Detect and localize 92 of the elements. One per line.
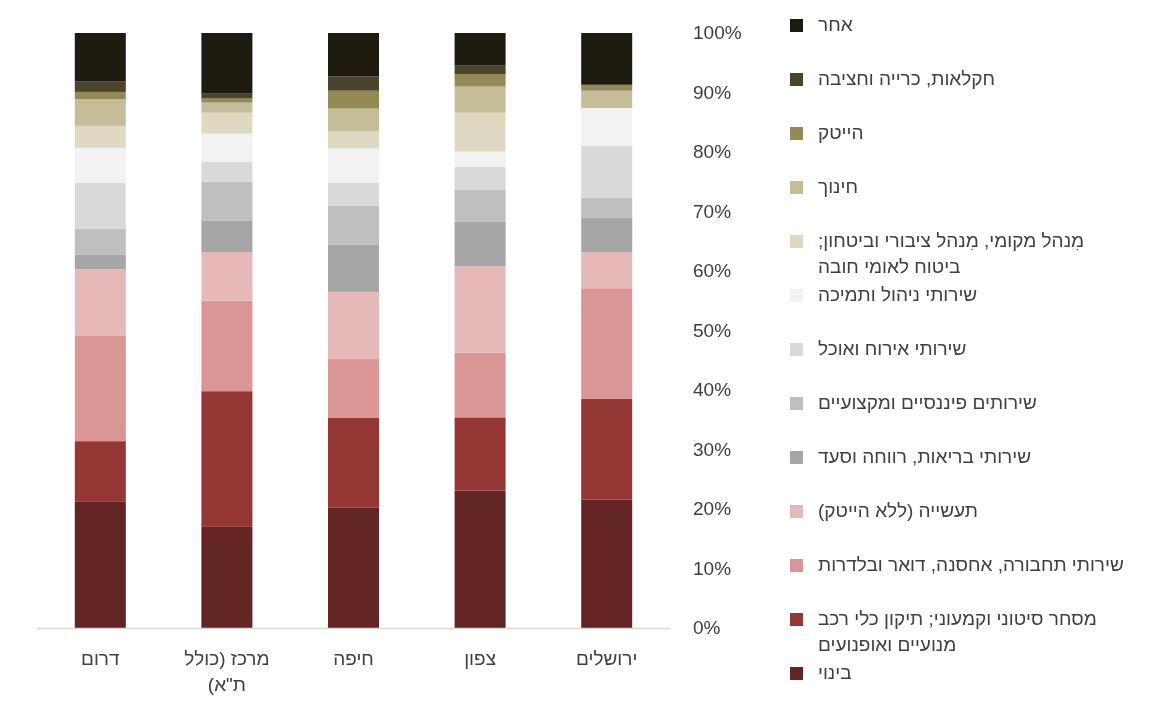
y-tick-label: 50% xyxy=(693,318,733,343)
legend-label: בינוי xyxy=(818,661,853,685)
bar xyxy=(328,148,379,183)
bar xyxy=(581,90,633,108)
bar xyxy=(74,335,126,442)
bar xyxy=(581,33,633,85)
bar xyxy=(581,288,633,399)
bar xyxy=(74,228,126,255)
bar xyxy=(201,112,253,134)
bar xyxy=(328,90,379,109)
legend-label: מסחר סיטוני וקמעוני; תיקון כלי רכב מנועיים ואופנועים xyxy=(818,607,1098,657)
y-tick-label: 0% xyxy=(693,616,722,640)
bar xyxy=(201,300,253,392)
bar xyxy=(328,291,379,360)
bar xyxy=(581,217,633,252)
bar xyxy=(581,107,633,146)
bar xyxy=(328,131,379,149)
legend-label: מִנהל מקומי, מִנהל ציבורי וביטחון; ביטוח לאומי חובה xyxy=(818,229,1086,279)
bar xyxy=(454,65,506,75)
bar xyxy=(328,33,379,77)
legend-label: שירותי ניהול ותמיכה xyxy=(818,283,979,307)
legend-label: חקלאות, כרייה וחציבה xyxy=(818,67,997,91)
bar xyxy=(454,352,506,418)
bar xyxy=(581,251,633,289)
bar xyxy=(454,112,506,152)
bar xyxy=(454,166,506,190)
y-tick-label: 80% xyxy=(693,140,733,164)
bar xyxy=(454,490,506,628)
legend-label: הייטק xyxy=(818,121,865,145)
legend-label: תעשייה (ללא הייטק) xyxy=(818,499,979,523)
bar xyxy=(74,33,126,82)
bar xyxy=(74,269,126,336)
legend-label: אחר xyxy=(818,13,854,37)
bar xyxy=(454,266,506,353)
bar xyxy=(328,359,379,418)
bar xyxy=(581,499,633,628)
bar xyxy=(201,161,253,182)
x-tick-label: חיפה xyxy=(332,647,375,671)
bar xyxy=(201,98,253,103)
bar xyxy=(328,76,379,91)
bar xyxy=(328,507,379,628)
bar xyxy=(581,145,633,198)
bar xyxy=(74,81,126,92)
bar xyxy=(454,189,506,222)
bar xyxy=(454,221,506,267)
y-tick-label: 90% xyxy=(693,80,733,105)
y-tick-label: 40% xyxy=(693,378,733,402)
bar xyxy=(74,91,126,100)
bar xyxy=(74,147,126,183)
y-tick-label: 30% xyxy=(693,437,733,462)
bar xyxy=(201,181,253,221)
bar xyxy=(74,99,126,126)
y-tick-label: 60% xyxy=(693,259,733,283)
x-tick-label: מרכז (כולל ת"א) xyxy=(183,647,271,697)
bar xyxy=(328,182,379,206)
y-tick-label: 20% xyxy=(693,497,733,521)
bar xyxy=(201,102,253,113)
legend-label: חינוך xyxy=(818,175,859,199)
bar xyxy=(201,251,253,301)
bar xyxy=(328,417,379,508)
bar xyxy=(201,33,253,94)
legend-label: שירותי בריאות, רווחה וסעד xyxy=(818,445,1033,469)
y-tick-label: 10% xyxy=(693,556,733,581)
y-tick-label: 70% xyxy=(693,199,733,224)
bar xyxy=(454,86,506,113)
bar xyxy=(74,182,126,229)
bar xyxy=(328,244,379,292)
x-tick-label: דרום xyxy=(80,647,121,671)
legend-label: שירותי אירוח ואוכל xyxy=(818,337,968,361)
bar xyxy=(201,526,253,628)
bar xyxy=(454,151,506,167)
legend-label: שירותי תחבורה, אחסנה, דואר ובלדרות xyxy=(818,553,1125,577)
bar xyxy=(454,417,506,491)
legend-label: שירותים פיננסיים ומקצועיים xyxy=(818,391,1038,415)
x-tick-label: ירושלים xyxy=(575,647,639,671)
bar xyxy=(454,74,506,87)
bar xyxy=(328,205,379,245)
bar xyxy=(581,197,633,218)
bar xyxy=(201,133,253,162)
bar xyxy=(454,33,506,66)
x-tick-label: צפון xyxy=(463,647,497,671)
bar xyxy=(74,125,126,148)
bar xyxy=(74,501,126,628)
bar xyxy=(74,441,126,502)
bar xyxy=(201,391,253,527)
bar xyxy=(581,398,633,500)
bar xyxy=(201,93,253,99)
bar xyxy=(581,84,633,91)
bar xyxy=(328,108,379,132)
y-tick-label: 100% xyxy=(693,21,743,45)
bar xyxy=(74,254,126,270)
bar xyxy=(201,220,253,252)
